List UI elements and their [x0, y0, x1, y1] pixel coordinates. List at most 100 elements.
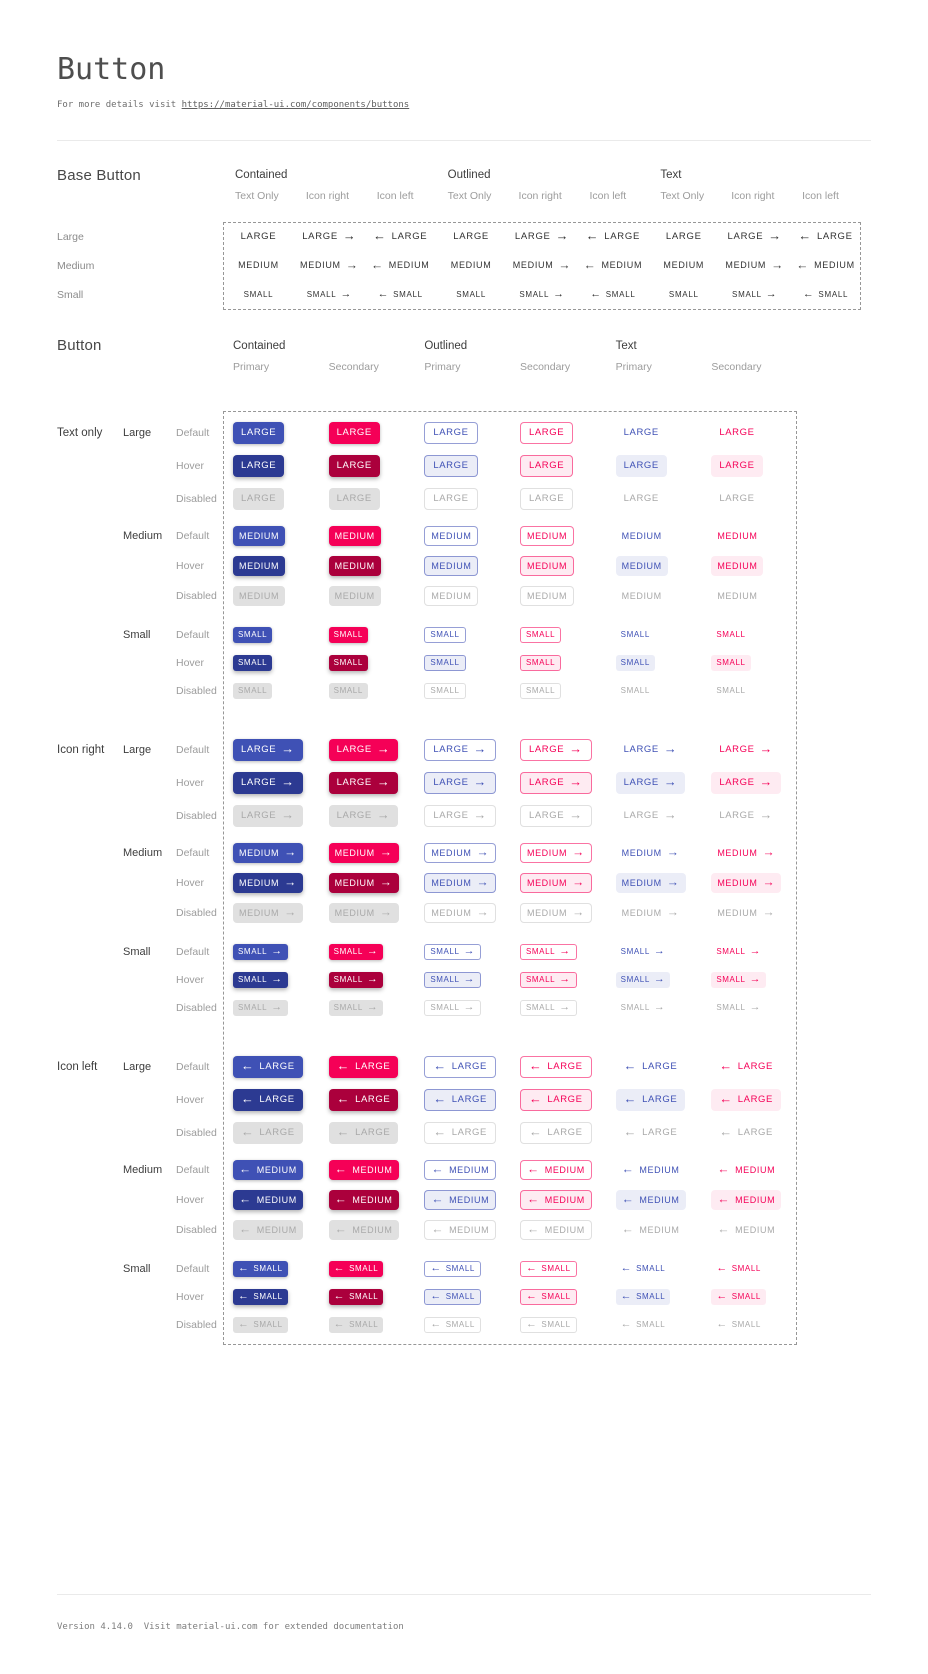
- button-outlined-primary-icon-right-small-default[interactable]: SMALL →: [424, 944, 481, 960]
- button-contained-secondary-icon-left-large-hover[interactable]: ← LARGE: [328, 1088, 399, 1111]
- button-text-primary-icon-right-medium-default[interactable]: MEDIUM →: [616, 843, 686, 863]
- button-outlined-primary-text-only-large-default[interactable]: LARGE: [424, 421, 478, 444]
- base-button-outlined-text-only-medium[interactable]: MEDIUM: [445, 256, 498, 276]
- button-contained-secondary-icon-right-small-hover[interactable]: SMALL →: [328, 972, 384, 988]
- button-contained-primary-text-only-medium-default[interactable]: MEDIUM: [233, 526, 286, 546]
- button-contained-secondary-icon-right-medium-default[interactable]: MEDIUM →: [328, 843, 399, 863]
- button-text-primary-icon-right-large-hover[interactable]: LARGE →: [615, 771, 686, 794]
- button-outlined-secondary-icon-left-small-default[interactable]: ← SMALL: [519, 1261, 577, 1277]
- button-outlined-primary-icon-left-large-hover[interactable]: ← LARGE: [424, 1088, 496, 1111]
- button-outlined-secondary-icon-right-large-default[interactable]: LARGE →: [519, 738, 592, 761]
- button-outlined-primary-icon-right-medium-hover[interactable]: MEDIUM →: [424, 873, 497, 893]
- button-text-secondary-text-only-small-default[interactable]: SMALL: [711, 627, 750, 643]
- base-button-text-text-only-large[interactable]: LARGE: [658, 226, 710, 248]
- button-text-primary-icon-right-medium-hover[interactable]: MEDIUM →: [615, 873, 686, 893]
- button-outlined-secondary-icon-right-small-hover[interactable]: SMALL →: [519, 972, 577, 988]
- base-button-text-icon-left-medium[interactable]: ← MEDIUM: [790, 256, 861, 276]
- button-text-secondary-icon-right-medium-hover[interactable]: MEDIUM →: [711, 873, 782, 893]
- button-contained-secondary-icon-left-small-hover[interactable]: ← SMALL: [328, 1289, 384, 1305]
- button-contained-primary-text-only-small-hover[interactable]: SMALL: [233, 655, 273, 671]
- button-contained-primary-icon-left-medium-hover[interactable]: ← MEDIUM: [233, 1190, 303, 1210]
- base-button-contained-text-only-large[interactable]: LARGE: [233, 226, 285, 248]
- base-button-outlined-icon-left-medium[interactable]: ← MEDIUM: [578, 256, 649, 276]
- button-contained-secondary-text-only-medium-default[interactable]: MEDIUM: [328, 526, 381, 546]
- button-text-primary-text-only-small-default[interactable]: SMALL: [616, 627, 655, 643]
- button-contained-secondary-icon-left-small-default[interactable]: ← SMALL: [328, 1261, 384, 1277]
- base-button-text-icon-right-medium[interactable]: MEDIUM →: [719, 256, 790, 276]
- base-button-contained-icon-right-small[interactable]: SMALL →: [302, 287, 357, 303]
- base-button-text-icon-right-large[interactable]: LARGE →: [720, 226, 790, 248]
- base-button-outlined-icon-right-medium[interactable]: MEDIUM →: [507, 256, 578, 276]
- button-text-secondary-text-only-small-hover[interactable]: SMALL: [711, 655, 751, 671]
- button-contained-primary-icon-right-medium-default[interactable]: MEDIUM →: [233, 843, 303, 863]
- button-contained-primary-text-only-large-default[interactable]: LARGE: [233, 421, 285, 444]
- button-outlined-primary-text-only-small-hover[interactable]: SMALL: [424, 655, 466, 671]
- button-outlined-primary-icon-right-large-hover[interactable]: LARGE →: [424, 771, 496, 794]
- button-outlined-secondary-icon-right-small-default[interactable]: SMALL →: [519, 944, 577, 960]
- button-text-primary-text-only-medium-default[interactable]: MEDIUM: [616, 526, 668, 546]
- button-text-secondary-text-only-medium-default[interactable]: MEDIUM: [711, 526, 763, 546]
- button-outlined-secondary-icon-right-medium-default[interactable]: MEDIUM →: [519, 843, 592, 863]
- button-contained-primary-icon-right-small-default[interactable]: SMALL →: [233, 944, 288, 960]
- button-contained-primary-icon-left-medium-default[interactable]: ← MEDIUM: [233, 1160, 303, 1180]
- base-button-outlined-icon-right-large[interactable]: LARGE →: [507, 226, 577, 248]
- button-text-primary-icon-left-small-hover[interactable]: ← SMALL: [615, 1289, 671, 1305]
- base-button-text-icon-left-small[interactable]: ← SMALL: [798, 287, 853, 303]
- button-contained-secondary-icon-right-large-default[interactable]: LARGE →: [328, 738, 399, 761]
- button-text-primary-text-only-small-hover[interactable]: SMALL: [615, 655, 655, 671]
- button-outlined-secondary-icon-left-medium-hover[interactable]: ← MEDIUM: [519, 1190, 592, 1210]
- button-text-secondary-text-only-large-hover[interactable]: LARGE: [711, 454, 763, 477]
- base-button-text-icon-left-large[interactable]: ← LARGE: [790, 226, 860, 248]
- button-outlined-primary-icon-right-large-default[interactable]: LARGE →: [424, 738, 496, 761]
- button-text-secondary-icon-right-large-hover[interactable]: LARGE →: [711, 771, 781, 794]
- button-contained-primary-icon-left-large-hover[interactable]: ← LARGE: [233, 1088, 303, 1111]
- button-outlined-secondary-icon-left-large-default[interactable]: ← LARGE: [519, 1055, 592, 1078]
- button-contained-secondary-text-only-small-hover[interactable]: SMALL: [328, 655, 368, 671]
- button-contained-secondary-icon-right-medium-hover[interactable]: MEDIUM →: [328, 873, 399, 893]
- button-text-primary-icon-left-medium-default[interactable]: ← MEDIUM: [616, 1160, 686, 1180]
- button-text-primary-text-only-large-hover[interactable]: LARGE: [615, 454, 667, 477]
- button-text-primary-icon-right-small-hover[interactable]: SMALL →: [615, 972, 671, 988]
- button-outlined-primary-text-only-large-hover[interactable]: LARGE: [424, 454, 478, 477]
- base-button-text-text-only-medium[interactable]: MEDIUM: [657, 256, 710, 276]
- button-outlined-primary-icon-right-small-hover[interactable]: SMALL →: [424, 972, 481, 988]
- button-text-primary-icon-left-large-hover[interactable]: ← LARGE: [615, 1088, 686, 1111]
- button-outlined-primary-text-only-medium-default[interactable]: MEDIUM: [424, 526, 479, 546]
- button-text-primary-icon-left-small-default[interactable]: ← SMALL: [616, 1261, 671, 1277]
- button-text-secondary-icon-left-small-default[interactable]: ← SMALL: [711, 1261, 766, 1277]
- button-contained-secondary-text-only-large-default[interactable]: LARGE: [328, 421, 380, 444]
- base-button-contained-text-only-medium[interactable]: MEDIUM: [232, 256, 285, 276]
- button-outlined-primary-icon-right-medium-default[interactable]: MEDIUM →: [424, 843, 497, 863]
- button-text-primary-icon-right-small-default[interactable]: SMALL →: [616, 944, 671, 960]
- button-contained-primary-icon-right-large-default[interactable]: LARGE →: [233, 738, 303, 761]
- button-outlined-primary-text-only-small-default[interactable]: SMALL: [424, 627, 466, 643]
- base-button-outlined-icon-left-large[interactable]: ← LARGE: [578, 226, 648, 248]
- base-button-contained-icon-left-large[interactable]: ← LARGE: [365, 226, 435, 248]
- base-button-text-text-only-small[interactable]: SMALL: [664, 287, 704, 303]
- button-contained-primary-text-only-medium-hover[interactable]: MEDIUM: [233, 556, 286, 576]
- button-text-secondary-icon-right-large-default[interactable]: LARGE →: [711, 739, 781, 761]
- button-outlined-secondary-text-only-small-hover[interactable]: SMALL: [519, 655, 562, 671]
- button-text-secondary-text-only-large-default[interactable]: LARGE: [711, 422, 762, 444]
- button-text-secondary-icon-right-small-hover[interactable]: SMALL →: [711, 972, 766, 988]
- button-text-secondary-icon-left-large-default[interactable]: ← LARGE: [711, 1056, 781, 1078]
- button-outlined-secondary-text-only-small-default[interactable]: SMALL: [519, 627, 562, 643]
- button-outlined-secondary-icon-left-medium-default[interactable]: ← MEDIUM: [519, 1160, 592, 1180]
- button-contained-primary-text-only-small-default[interactable]: SMALL: [233, 627, 273, 643]
- button-contained-primary-icon-left-small-hover[interactable]: ← SMALL: [233, 1289, 288, 1305]
- button-text-secondary-text-only-medium-hover[interactable]: MEDIUM: [711, 556, 764, 576]
- button-contained-secondary-text-only-small-default[interactable]: SMALL: [328, 627, 368, 643]
- button-contained-secondary-icon-right-large-hover[interactable]: LARGE →: [328, 771, 399, 794]
- button-outlined-primary-icon-left-medium-hover[interactable]: ← MEDIUM: [424, 1190, 497, 1210]
- button-outlined-secondary-icon-right-large-hover[interactable]: LARGE →: [519, 771, 592, 794]
- button-outlined-primary-text-only-medium-hover[interactable]: MEDIUM: [424, 556, 479, 576]
- base-button-contained-icon-left-small[interactable]: ← SMALL: [373, 287, 428, 303]
- base-button-contained-icon-right-large[interactable]: LARGE →: [294, 226, 364, 248]
- button-outlined-primary-icon-left-large-default[interactable]: ← LARGE: [424, 1055, 496, 1078]
- button-contained-primary-icon-right-medium-hover[interactable]: MEDIUM →: [233, 873, 303, 893]
- button-text-secondary-icon-right-small-default[interactable]: SMALL →: [711, 944, 766, 960]
- button-contained-secondary-icon-left-large-default[interactable]: ← LARGE: [328, 1055, 399, 1078]
- button-contained-primary-icon-left-small-default[interactable]: ← SMALL: [233, 1261, 288, 1277]
- button-outlined-secondary-text-only-medium-hover[interactable]: MEDIUM: [519, 556, 575, 576]
- button-outlined-secondary-icon-left-small-hover[interactable]: ← SMALL: [519, 1289, 577, 1305]
